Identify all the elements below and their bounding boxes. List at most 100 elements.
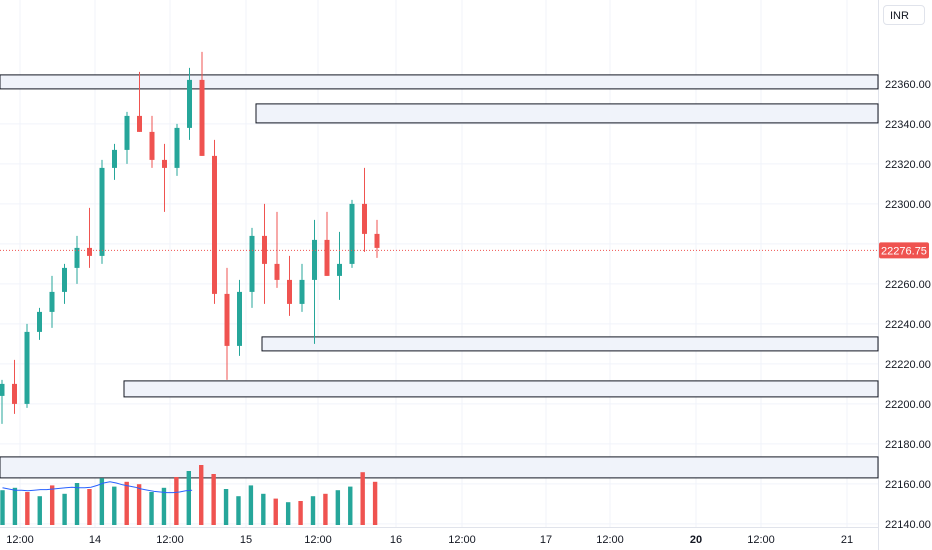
- candle: [62, 263, 67, 304]
- candle-body: [162, 159, 167, 168]
- price-tick-label: 22260.00: [885, 279, 931, 291]
- candle-body: [212, 155, 217, 294]
- volume-bar: [223, 489, 229, 525]
- candle: [174, 123, 180, 176]
- volume-bar: [25, 492, 30, 525]
- price-zone: [123, 380, 879, 398]
- volume-bar: [112, 486, 117, 525]
- price-tick-label: 22320.00: [885, 159, 931, 171]
- candle: [212, 139, 217, 304]
- time-axis[interactable]: 12:00 14 12:00 15 12:00 16 12:00 17 12:00 20 12:00…: [6, 534, 853, 546]
- volume-bar: [74, 483, 80, 525]
- volume-bar: [186, 471, 191, 525]
- time-tick-label: 12:00: [448, 534, 476, 546]
- price-tick-label: 22160.00: [885, 479, 931, 491]
- volume-bar: [323, 493, 328, 525]
- time-tick-label: 15: [240, 534, 252, 546]
- volume-bar: [174, 477, 179, 525]
- candle-body: [124, 115, 130, 150]
- candle-body: [49, 291, 55, 312]
- volume-bar: [0, 490, 5, 525]
- price-tick-label: 22200.00: [885, 399, 931, 411]
- candle-body: [349, 203, 355, 264]
- volume-bar: [348, 486, 353, 525]
- current-price-value: 22276.75: [881, 245, 927, 257]
- volume-bar: [273, 498, 278, 525]
- volume-bar: [161, 487, 167, 525]
- candle: [249, 227, 255, 308]
- time-tick-label: 12:00: [6, 534, 34, 546]
- volume-bar: [335, 490, 341, 525]
- volume-bar: [124, 481, 129, 525]
- candle: [49, 275, 55, 328]
- candle: [87, 207, 92, 268]
- candle-body: [324, 239, 330, 276]
- volume-ma-line: [2, 481, 193, 494]
- price-tick-label: 22240.00: [885, 319, 931, 331]
- candle: [299, 263, 305, 312]
- candle: [374, 219, 380, 258]
- price-tick-label: 22340.00: [885, 119, 931, 131]
- volume-bar: [49, 485, 55, 525]
- candle: [349, 199, 355, 268]
- volume-bar: [236, 496, 241, 525]
- support-resistance-zones: [0, 74, 879, 479]
- volume-bar: [136, 484, 142, 525]
- volume-bar: [12, 487, 18, 525]
- price-tick-label: 22300.00: [885, 199, 931, 211]
- candle-body: [37, 311, 42, 332]
- time-tick-label: 12:00: [596, 534, 624, 546]
- candle: [149, 115, 155, 168]
- candle-body: [312, 239, 317, 280]
- volume-bar: [285, 502, 291, 525]
- volume-bar: [87, 489, 92, 525]
- candle-body: [62, 267, 67, 292]
- candle-body: [149, 131, 155, 160]
- volume-bars: [0, 465, 378, 525]
- candle-body: [237, 291, 242, 346]
- candle: [0, 379, 5, 424]
- current-price-label-bg: [879, 242, 929, 259]
- candle-body: [24, 331, 30, 404]
- candle-body: [299, 279, 305, 304]
- candle: [12, 359, 17, 414]
- currency-button[interactable]: INR: [883, 5, 925, 25]
- time-tick-label: 12:00: [156, 534, 184, 546]
- price-tick-label: 22180.00: [885, 439, 931, 451]
- volume-bar: [248, 485, 254, 525]
- price-tick-label: 22140.00: [885, 519, 931, 531]
- candle-body: [287, 279, 292, 304]
- candle: [74, 235, 80, 284]
- candle-body: [74, 247, 80, 268]
- volume-bar: [261, 493, 266, 525]
- candle-body: [87, 247, 92, 256]
- candle-body: [199, 79, 205, 156]
- candle: [337, 231, 342, 300]
- price-axis[interactable]: 22360.00 22340.00 22320.00 22300.00 22260.00…: [885, 79, 931, 531]
- volume-bar: [298, 501, 303, 525]
- candle-body: [337, 263, 342, 276]
- price-tick-label: 22220.00: [885, 359, 931, 371]
- volume-bar: [149, 492, 154, 525]
- candle-body: [174, 127, 180, 168]
- candle: [24, 323, 30, 408]
- candle: [37, 307, 42, 340]
- volume-moving-average: [2, 481, 193, 494]
- candle-body: [274, 263, 280, 280]
- price-zone: [0, 74, 879, 90]
- price-zone: [255, 103, 879, 124]
- candle: [187, 67, 192, 140]
- volume-bar: [310, 496, 316, 525]
- candle: [312, 219, 317, 344]
- volume-bar: [62, 493, 67, 525]
- candle-body: [12, 383, 17, 404]
- candle-body: [137, 115, 142, 132]
- volume-bar: [360, 472, 365, 525]
- candle-body: [187, 79, 192, 128]
- candle: [287, 255, 292, 316]
- time-tick-label: 21: [841, 534, 853, 546]
- candle: [112, 143, 117, 180]
- candlesticks: [0, 51, 380, 424]
- candle-body: [112, 149, 117, 168]
